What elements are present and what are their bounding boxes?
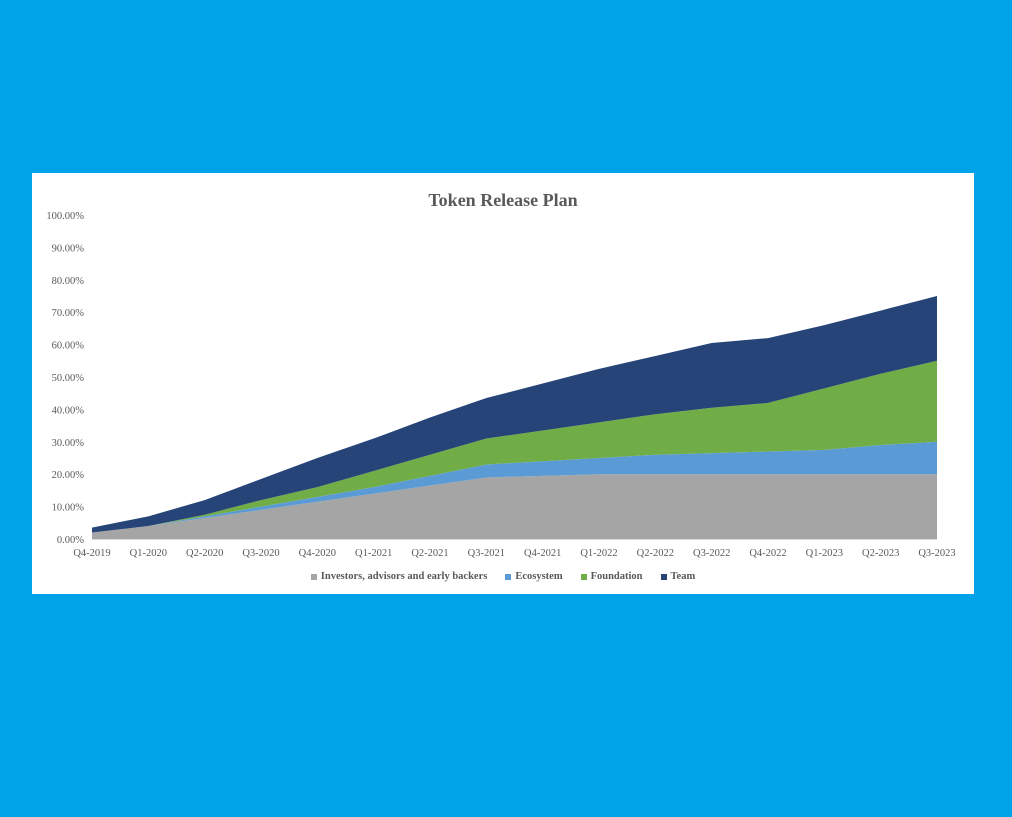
y-tick-label: 40.00% (52, 405, 85, 416)
x-tick-label: Q1-2023 (806, 548, 843, 559)
x-tick-label: Q3-2023 (918, 548, 955, 559)
legend-label: Team (670, 571, 696, 582)
y-tick-label: 90.00% (52, 243, 85, 254)
legend-swatch-icon (505, 573, 512, 580)
y-tick-label: 50.00% (52, 373, 85, 384)
y-tick-label: 70.00% (52, 308, 85, 319)
area-series-team (92, 296, 937, 533)
legend-swatch-icon (310, 573, 317, 580)
legend-item: Ecosystem (505, 571, 563, 582)
area-series-foundation (92, 360, 937, 533)
x-tick-label: Q3-2020 (242, 548, 279, 559)
x-tick-label: Q1-2021 (355, 548, 392, 559)
x-tick-label: Q2-2020 (186, 548, 223, 559)
x-tick-label: Q2-2021 (411, 548, 448, 559)
x-tick-label: Q3-2021 (468, 548, 505, 559)
y-tick-label: 60.00% (52, 341, 85, 352)
legend-item: Foundation (580, 571, 643, 582)
x-tick-label: Q1-2022 (580, 548, 617, 559)
stacked-area-chart: 0.00% 10.00% 20.00% 30.00% 40.00% 50.00% 60.00… (46, 211, 955, 559)
x-tick-label: Q4-2021 (524, 548, 561, 559)
x-tick-label: Q1-2020 (130, 548, 167, 559)
y-tick-label: 10.00% (52, 503, 85, 514)
y-tick-label: 30.00% (52, 438, 85, 449)
x-tick-label: Q4-2022 (749, 548, 786, 559)
x-tick-label: Q2-2022 (637, 548, 674, 559)
x-tick-label: Q4-2019 (73, 548, 110, 559)
chart-legend: Investors, advisors and early backers Eco… (32, 571, 974, 582)
y-tick-label: 100.00% (46, 211, 84, 222)
legend-label: Ecosystem (515, 571, 563, 582)
legend-item: Investors, advisors and early backers (310, 571, 488, 582)
chart-title: Token Release Plan (428, 190, 578, 210)
legend-item: Team (660, 571, 696, 582)
legend-label: Foundation (590, 571, 643, 582)
x-tick-label: Q4-2020 (299, 548, 336, 559)
area-series-investors-advisors-and-early-backers (92, 474, 937, 539)
chart-card: Token Release Plan 0.00% 10.00% 20.00% 30.0… (32, 173, 974, 594)
y-tick-label: 80.00% (52, 276, 85, 287)
x-tick-label: Q2-2023 (862, 548, 899, 559)
legend-label: Investors, advisors and early backers (320, 571, 488, 582)
x-tick-label: Q3-2022 (693, 548, 730, 559)
legend-swatch-icon (580, 573, 587, 580)
legend-swatch-icon (660, 573, 667, 580)
area-series-ecosystem (92, 441, 937, 533)
y-tick-label: 20.00% (52, 470, 85, 481)
y-tick-label: 0.00% (57, 535, 84, 546)
